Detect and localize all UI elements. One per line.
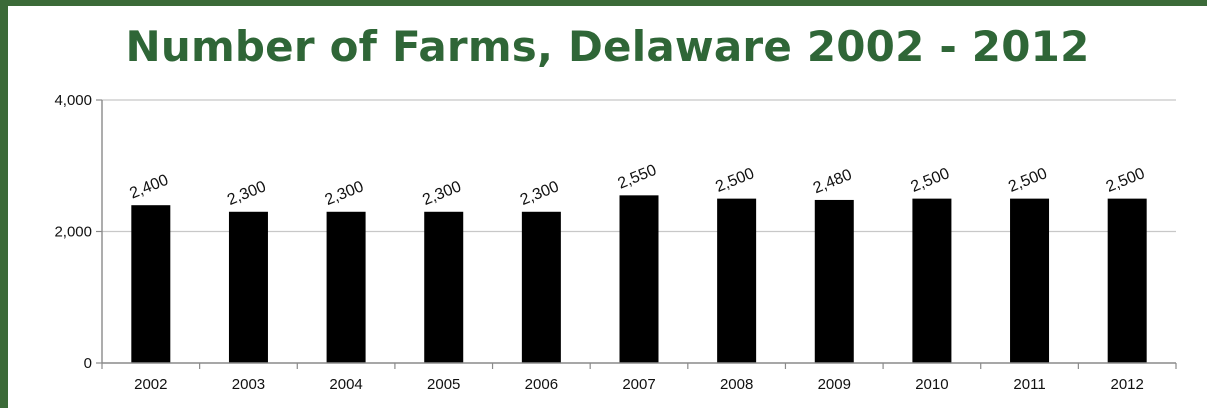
data-label: 2,500: [1104, 165, 1148, 196]
data-label: 2,300: [323, 178, 367, 209]
x-tick-label: 2006: [525, 376, 558, 393]
data-label: 2,300: [518, 178, 562, 209]
bar-2003: [228, 211, 268, 363]
data-label: 2,480: [811, 166, 855, 197]
x-tick-label: 2003: [232, 376, 265, 393]
data-label: 2,500: [1006, 165, 1050, 196]
bar-2006: [521, 211, 561, 363]
bar-2012: [1107, 198, 1147, 363]
bar-2008: [717, 198, 757, 363]
x-tick-label: 2011: [1013, 376, 1045, 393]
bar-2011: [1010, 198, 1050, 363]
x-tick-label: 2002: [134, 376, 167, 393]
x-tick-label: 2010: [915, 376, 948, 393]
data-label: 2,500: [908, 165, 952, 196]
chart-title: Number of Farms, Delaware 2002 - 2012: [125, 22, 1090, 71]
y-tick-label: 0: [84, 355, 92, 372]
x-tick-label: 2007: [622, 376, 655, 393]
bar-2005: [424, 211, 464, 363]
x-tick-label: 2005: [427, 376, 460, 393]
y-tick-label: 2,000: [54, 224, 92, 241]
data-label: 2,500: [713, 165, 757, 196]
y-tick-label: 4,000: [54, 92, 92, 109]
bar-2010: [912, 198, 952, 363]
chart-frame: Number of Farms, Delaware 2002 - 2012 0 2…: [8, 6, 1207, 408]
bar-chart: 0 2,000 4,000 2002 2,400 2003 2,300 2004 2,300 20…: [54, 92, 1177, 393]
data-label: 2,300: [225, 178, 269, 209]
bar-2007: [619, 195, 659, 363]
bar-2009: [814, 199, 854, 363]
x-tick-label: 2012: [1110, 376, 1143, 393]
x-tick-label: 2004: [329, 376, 362, 393]
bar-2004: [326, 211, 366, 363]
bar-2002: [131, 205, 171, 363]
data-label: 2,300: [420, 178, 464, 209]
x-tick-label: 2008: [720, 376, 753, 393]
data-label: 2,400: [127, 172, 171, 203]
x-tick-label: 2009: [818, 376, 851, 393]
axes: [96, 99, 1177, 369]
labels: 0 2,000 4,000 2002 2,400 2003 2,300 2004 2,300 20…: [54, 92, 1147, 393]
data-label: 2,550: [616, 162, 660, 193]
bars: [131, 195, 1147, 363]
